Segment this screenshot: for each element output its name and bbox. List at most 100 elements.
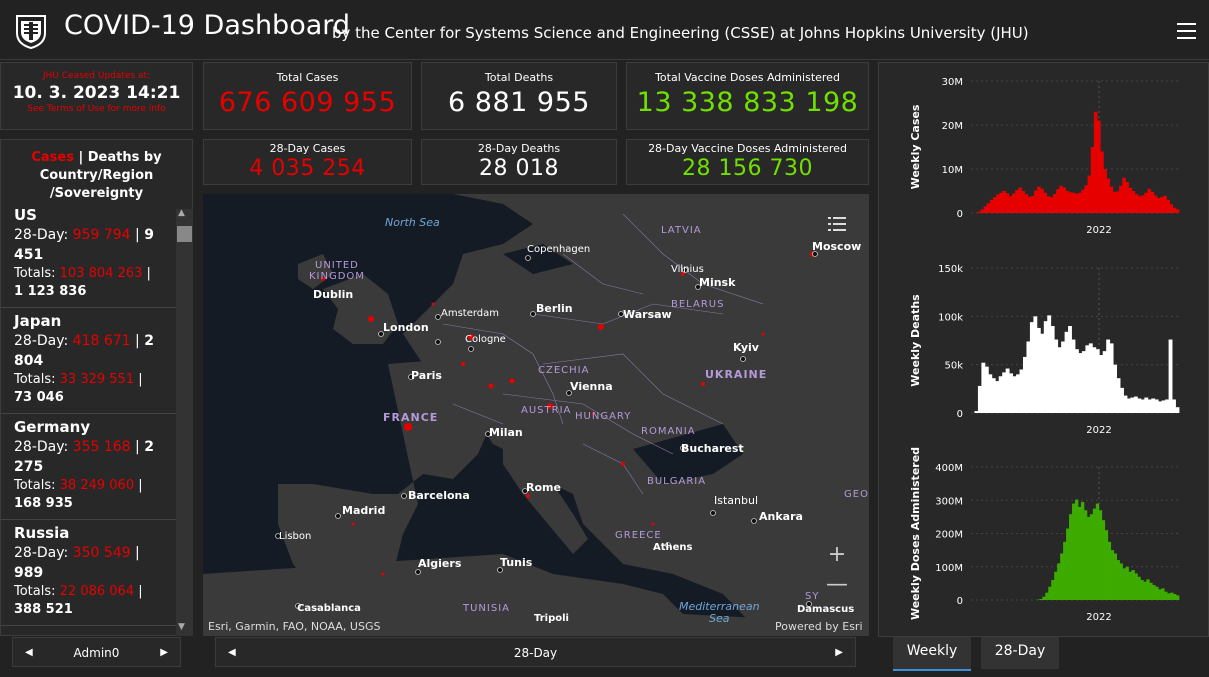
bar[interactable] — [1009, 373, 1013, 413]
bar[interactable] — [1110, 550, 1115, 600]
bar[interactable] — [1134, 194, 1139, 213]
bar[interactable] — [1078, 353, 1083, 413]
bar[interactable] — [1119, 185, 1123, 213]
bar[interactable] — [995, 381, 1000, 413]
bar[interactable] — [986, 203, 991, 213]
list-scrollbar-thumb[interactable] — [177, 226, 192, 242]
scroll-down-icon[interactable]: ▼ — [178, 622, 185, 632]
bar[interactable] — [1050, 326, 1055, 413]
bar[interactable] — [981, 362, 986, 413]
next-arrow-icon[interactable]: ▶ — [160, 647, 168, 658]
bar[interactable] — [1037, 186, 1041, 213]
bar[interactable] — [1098, 510, 1103, 600]
bar[interactable] — [1168, 339, 1173, 413]
bar[interactable] — [1021, 191, 1025, 213]
bar[interactable] — [1176, 595, 1180, 600]
bar[interactable] — [1100, 151, 1104, 213]
bar[interactable] — [1005, 193, 1010, 213]
bar[interactable] — [1019, 369, 1024, 414]
bar[interactable] — [1140, 580, 1144, 600]
bar[interactable] — [1012, 376, 1017, 413]
bar[interactable] — [1068, 192, 1073, 213]
bar[interactable] — [1155, 586, 1159, 600]
bar[interactable] — [1119, 563, 1123, 600]
bar[interactable] — [1075, 193, 1079, 213]
bar[interactable] — [1172, 399, 1176, 413]
bar[interactable] — [1052, 194, 1057, 213]
bar[interactable] — [1030, 195, 1035, 213]
bar[interactable] — [1113, 553, 1117, 600]
bar[interactable] — [1167, 593, 1171, 600]
bar[interactable] — [1107, 541, 1112, 600]
bar[interactable] — [1077, 506, 1082, 600]
bar[interactable] — [1122, 177, 1126, 213]
bar[interactable] — [1065, 191, 1070, 213]
bar[interactable] — [1095, 503, 1100, 600]
bar[interactable] — [1002, 372, 1007, 413]
bar[interactable] — [1002, 191, 1007, 213]
bar[interactable] — [1016, 374, 1020, 413]
bar[interactable] — [1042, 596, 1046, 600]
bar[interactable] — [1138, 196, 1142, 213]
bar[interactable] — [1123, 395, 1128, 413]
bar[interactable] — [1048, 586, 1052, 600]
map-prev-arrow-icon[interactable]: ◀ — [228, 647, 236, 658]
bar[interactable] — [1153, 195, 1158, 213]
bar[interactable] — [1156, 198, 1161, 213]
bar[interactable] — [1061, 341, 1065, 413]
bar[interactable] — [1051, 580, 1055, 600]
bar[interactable] — [1116, 560, 1120, 600]
bar[interactable] — [1147, 399, 1152, 413]
bar[interactable] — [1033, 316, 1038, 413]
bar[interactable] — [993, 197, 997, 213]
bar[interactable] — [1160, 197, 1164, 213]
bar[interactable] — [991, 378, 996, 413]
bar[interactable] — [1130, 397, 1135, 413]
bar[interactable] — [1149, 582, 1153, 600]
bar[interactable] — [1137, 398, 1142, 414]
bar[interactable] — [1122, 568, 1126, 600]
prev-arrow-icon[interactable]: ◀ — [25, 647, 33, 658]
list-header-cases[interactable]: Cases — [31, 150, 74, 165]
bar[interactable] — [1054, 571, 1058, 600]
scroll-up-icon[interactable]: ▲ — [178, 208, 185, 218]
bar[interactable] — [1161, 588, 1165, 600]
bar[interactable] — [1078, 192, 1082, 213]
bar[interactable] — [1040, 333, 1045, 413]
bar[interactable] — [1011, 193, 1016, 213]
bar[interactable] — [1161, 400, 1166, 413]
bar[interactable] — [1165, 399, 1169, 413]
bar[interactable] — [1054, 339, 1059, 413]
bar[interactable] — [974, 411, 979, 413]
bar[interactable] — [1034, 190, 1038, 213]
bar[interactable] — [1109, 186, 1114, 213]
bar[interactable] — [1147, 188, 1152, 213]
bar[interactable] — [1146, 579, 1150, 600]
bar[interactable] — [1045, 592, 1049, 600]
bar[interactable] — [989, 199, 994, 213]
bar[interactable] — [1158, 401, 1163, 413]
bar[interactable] — [1085, 345, 1090, 413]
bar[interactable] — [1164, 591, 1168, 600]
bar[interactable] — [1059, 185, 1063, 213]
bar[interactable] — [1095, 349, 1100, 413]
list-item[interactable]: Japan 28-Day: 418 671 | 2 804 Totals: 33 3… — [1, 308, 177, 414]
zoom-in-button[interactable]: + — [827, 542, 847, 567]
bar[interactable] — [1040, 188, 1044, 213]
tab-28-day[interactable]: 28-Day — [981, 637, 1059, 669]
bar[interactable] — [1005, 368, 1010, 413]
bar[interactable] — [1046, 196, 1051, 213]
list-item[interactable]: Russia 28-Day: 350 549 | 989 Totals: 22 08… — [1, 520, 177, 626]
bar[interactable] — [1134, 573, 1138, 600]
bar[interactable] — [1057, 563, 1061, 600]
bar[interactable] — [1081, 351, 1086, 413]
bar[interactable] — [1099, 355, 1104, 413]
bar[interactable] — [1137, 576, 1141, 600]
bar[interactable] — [1112, 191, 1117, 213]
bar[interactable] — [977, 211, 981, 213]
tab-weekly[interactable]: Weekly — [893, 637, 971, 671]
bar[interactable] — [1043, 192, 1048, 213]
bar[interactable] — [999, 192, 1003, 213]
bar[interactable] — [1075, 349, 1079, 413]
zoom-out-button[interactable]: — — [826, 572, 848, 597]
